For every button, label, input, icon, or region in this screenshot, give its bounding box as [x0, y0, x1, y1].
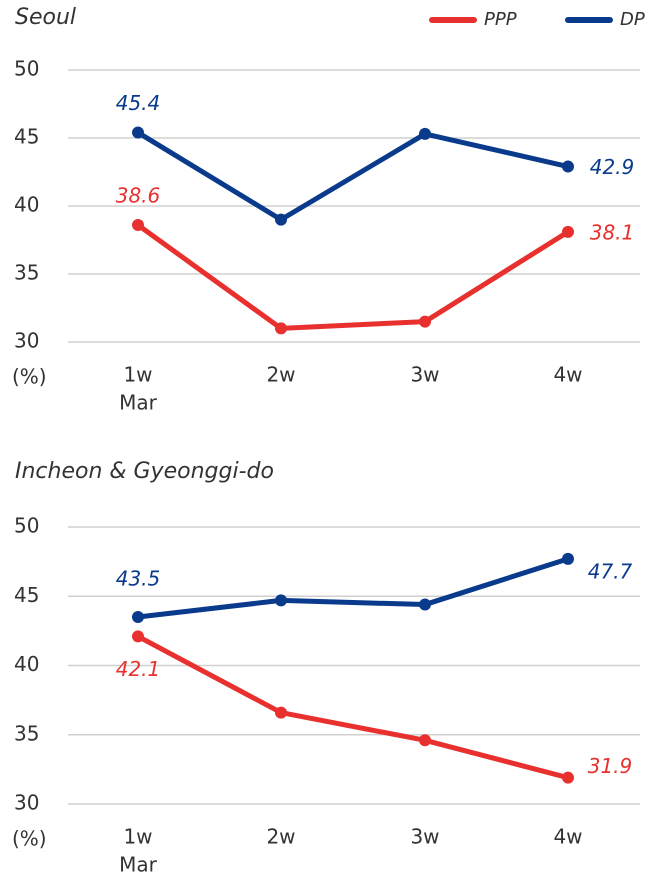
data-point — [562, 771, 574, 784]
y-tick-label: 50 — [14, 57, 39, 81]
data-point — [419, 127, 431, 140]
x-note: Mar — [119, 391, 158, 415]
x-tick-label: 1w — [123, 825, 152, 849]
data-label: 43.5 — [116, 567, 161, 591]
y-unit: (%) — [12, 827, 47, 851]
x-tick-label: 3w — [410, 825, 439, 849]
data-point — [275, 322, 287, 335]
data-point — [419, 598, 431, 611]
y-tick-label: 30 — [14, 329, 39, 353]
data-point — [132, 630, 144, 643]
data-point — [562, 160, 574, 173]
data-point — [132, 126, 144, 139]
chart-title: Incheon & Gyeonggi-do — [15, 459, 274, 484]
series-line — [136, 634, 569, 781]
legend-label: PPP — [484, 9, 517, 30]
y-tick-label: 50 — [14, 514, 39, 538]
y-tick-label: 45 — [14, 125, 39, 149]
data-point — [275, 706, 287, 719]
data-label: 42.1 — [116, 657, 161, 681]
x-note: Mar — [119, 853, 158, 876]
x-tick-label: 2w — [266, 363, 295, 387]
data-point — [275, 213, 287, 226]
data-point — [132, 219, 144, 232]
y-unit: (%) — [12, 365, 47, 389]
data-label: 38.1 — [590, 220, 635, 244]
data-label: 47.7 — [588, 559, 633, 583]
data-label: 42.9 — [590, 155, 635, 179]
x-tick-label: 2w — [266, 825, 295, 849]
data-label: 45.4 — [116, 91, 161, 115]
data-point — [562, 552, 574, 565]
data-label: 38.6 — [116, 184, 161, 208]
data-point — [132, 611, 144, 624]
series-line — [136, 223, 570, 331]
data-point — [419, 315, 431, 328]
x-tick-label: 4w — [553, 363, 582, 387]
series-line — [136, 130, 569, 223]
data-point — [419, 734, 431, 747]
y-tick-label: 35 — [14, 721, 39, 745]
chart-title: Seoul — [15, 5, 76, 30]
legend-label: DP — [620, 9, 645, 30]
y-tick-label: 40 — [14, 193, 39, 217]
data-point — [275, 594, 287, 607]
data-label: 31.9 — [588, 754, 633, 778]
x-tick-label: 3w — [410, 363, 439, 387]
x-tick-label: 1w — [123, 363, 152, 387]
data-point — [562, 225, 574, 238]
x-tick-label: 4w — [553, 825, 582, 849]
y-tick-label: 30 — [14, 791, 39, 815]
y-tick-label: 35 — [14, 261, 39, 285]
y-tick-label: 45 — [14, 583, 39, 607]
series-line — [137, 556, 569, 620]
y-tick-label: 40 — [14, 652, 39, 676]
